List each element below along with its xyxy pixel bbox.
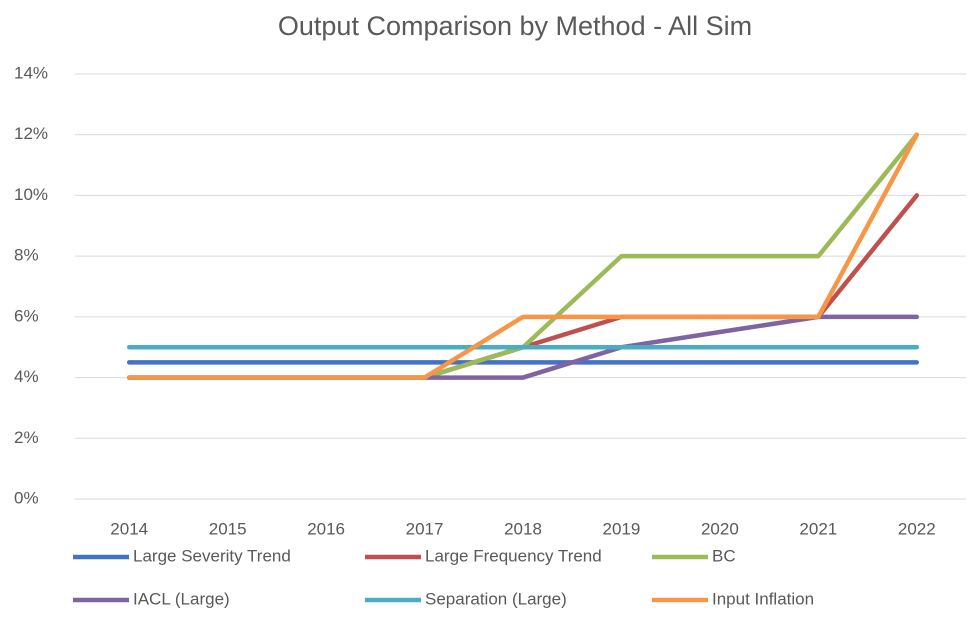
x-tick-label: 2015: [209, 519, 247, 538]
x-tick-label: 2021: [799, 519, 837, 538]
x-tick-label: 2022: [898, 519, 936, 538]
y-tick-label: 0%: [14, 488, 39, 507]
x-tick-label: 2014: [110, 519, 148, 538]
y-tick-label: 10%: [14, 185, 48, 204]
legend-label: Separation (Large): [425, 589, 567, 608]
y-tick-label: 14%: [14, 63, 48, 82]
x-tick-label: 2020: [701, 519, 739, 538]
x-tick-label: 2019: [603, 519, 641, 538]
legend-label: BC: [712, 546, 736, 565]
y-tick-label: 8%: [14, 246, 39, 265]
y-tick-label: 2%: [14, 428, 39, 447]
legend-label: Input Inflation: [712, 589, 814, 608]
y-tick-label: 12%: [14, 124, 48, 143]
series-line: [126, 193, 920, 380]
series-line: [126, 132, 920, 380]
x-tick-label: 2017: [406, 519, 444, 538]
y-tick-label: 6%: [14, 306, 39, 325]
legend-label: IACL (Large): [133, 589, 230, 608]
legend-label: Large Severity Trend: [133, 546, 291, 565]
legend-label: Large Frequency Trend: [425, 546, 602, 565]
x-tick-label: 2018: [504, 519, 542, 538]
y-tick-label: 4%: [14, 367, 39, 386]
chart-title: Output Comparison by Method - All Sim: [278, 11, 752, 41]
x-tick-label: 2016: [307, 519, 345, 538]
